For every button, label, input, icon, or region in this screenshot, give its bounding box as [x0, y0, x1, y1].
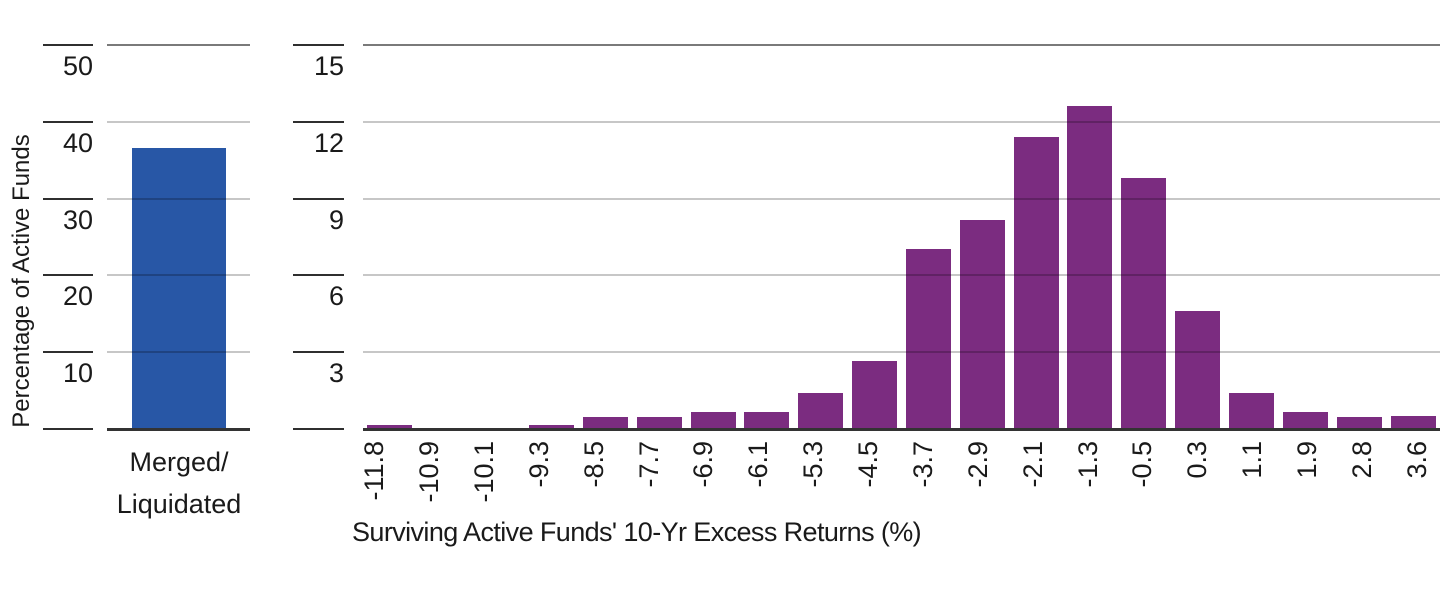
y-axis-tick: [43, 274, 93, 277]
category-line-1: Merged/: [129, 447, 229, 477]
category-line-2: Liquidated: [116, 489, 242, 519]
y-tick-label: 3: [328, 358, 344, 389]
gridline: [107, 274, 250, 277]
x-tick-label: -3.7: [907, 441, 938, 488]
histogram-bar: [1067, 106, 1113, 429]
histogram-bar: [959, 220, 1005, 429]
y-axis-tick: [43, 428, 93, 430]
x-tick-label: -11.8: [359, 441, 390, 501]
y-axis-tick: [43, 44, 93, 46]
x-tick-label: 1.9: [1291, 441, 1322, 479]
gridline: [363, 274, 1440, 277]
x-tick-label: -6.1: [743, 441, 774, 488]
x-tick-label: -2.1: [1017, 441, 1048, 488]
left-category-label: Merged/ Liquidated: [80, 441, 278, 525]
x-tick-label: -1.3: [1072, 441, 1103, 488]
gridline: [107, 197, 250, 200]
x-tick-label: 0.3: [1182, 441, 1213, 479]
x-tick-label: -7.7: [633, 441, 664, 488]
histogram-bar: [690, 412, 736, 429]
x-tick-label: 2.8: [1346, 441, 1377, 479]
y-axis-tick: [43, 197, 93, 200]
histogram-bar: [636, 417, 682, 429]
x-axis-baseline: [363, 428, 1440, 431]
y-axis-tick: [43, 351, 93, 354]
x-tick-label: -2.9: [962, 441, 993, 488]
y-axis-tick: [293, 197, 344, 200]
gridline: [363, 44, 1440, 46]
y-axis-tick: [293, 44, 344, 46]
x-axis-baseline: [107, 428, 250, 431]
histogram-bar: [528, 425, 574, 429]
y-tick-label: 30: [62, 204, 93, 235]
histogram-bar: [1282, 412, 1328, 429]
x-tick-label: -8.5: [578, 441, 609, 488]
gridline: [107, 44, 250, 46]
histogram-bar: [798, 393, 844, 429]
histogram-bar: [1336, 417, 1382, 429]
y-axis-tick: [43, 120, 93, 123]
y-axis-tick: [293, 428, 344, 430]
merged-liquidated-bar: [131, 147, 226, 429]
y-tick-label: 50: [62, 51, 93, 81]
y-axis-title: Percentage of Active Funds: [8, 134, 35, 428]
y-tick-label: 15: [313, 51, 344, 81]
gridline: [363, 351, 1440, 354]
x-tick-label: -0.5: [1127, 441, 1158, 488]
x-tick-label: -10.9: [414, 441, 445, 503]
gridline: [107, 351, 250, 354]
y-tick-label: 20: [62, 281, 93, 312]
histogram-bar: [1121, 178, 1167, 429]
y-axis-tick: [293, 351, 344, 354]
gridline: [107, 120, 250, 123]
y-tick-label: 12: [313, 127, 344, 158]
histogram-bar: [1013, 137, 1059, 429]
x-tick-label: -10.1: [468, 441, 499, 503]
histogram-bar: [582, 417, 628, 429]
histogram-bar: [852, 361, 898, 429]
x-tick-label: -6.9: [688, 441, 719, 488]
x-tick-label: -9.3: [523, 441, 554, 488]
y-axis-tick: [293, 274, 344, 277]
histogram-bar: [744, 412, 790, 429]
y-axis-tick: [293, 120, 344, 123]
y-tick-label: 10: [62, 358, 93, 389]
histogram-bar: [905, 248, 951, 429]
y-tick-label: 9: [328, 204, 344, 235]
x-tick-label: 1.1: [1237, 441, 1268, 479]
x-tick-label: -5.3: [798, 441, 829, 488]
y-tick-label: 6: [328, 281, 344, 312]
y-tick-label: 40: [62, 127, 93, 158]
gridline: [363, 120, 1440, 123]
histogram-bar: [1390, 416, 1436, 429]
histogram-bar: [1229, 393, 1275, 429]
histogram-bar: [1175, 311, 1221, 429]
gridline: [363, 197, 1440, 200]
x-tick-label: 3.6: [1401, 441, 1432, 479]
x-tick-label: -4.5: [853, 441, 884, 488]
x-axis-title: Surviving Active Funds' 10-Yr Excess Ret…: [352, 517, 922, 547]
histogram-bar: [367, 425, 413, 429]
